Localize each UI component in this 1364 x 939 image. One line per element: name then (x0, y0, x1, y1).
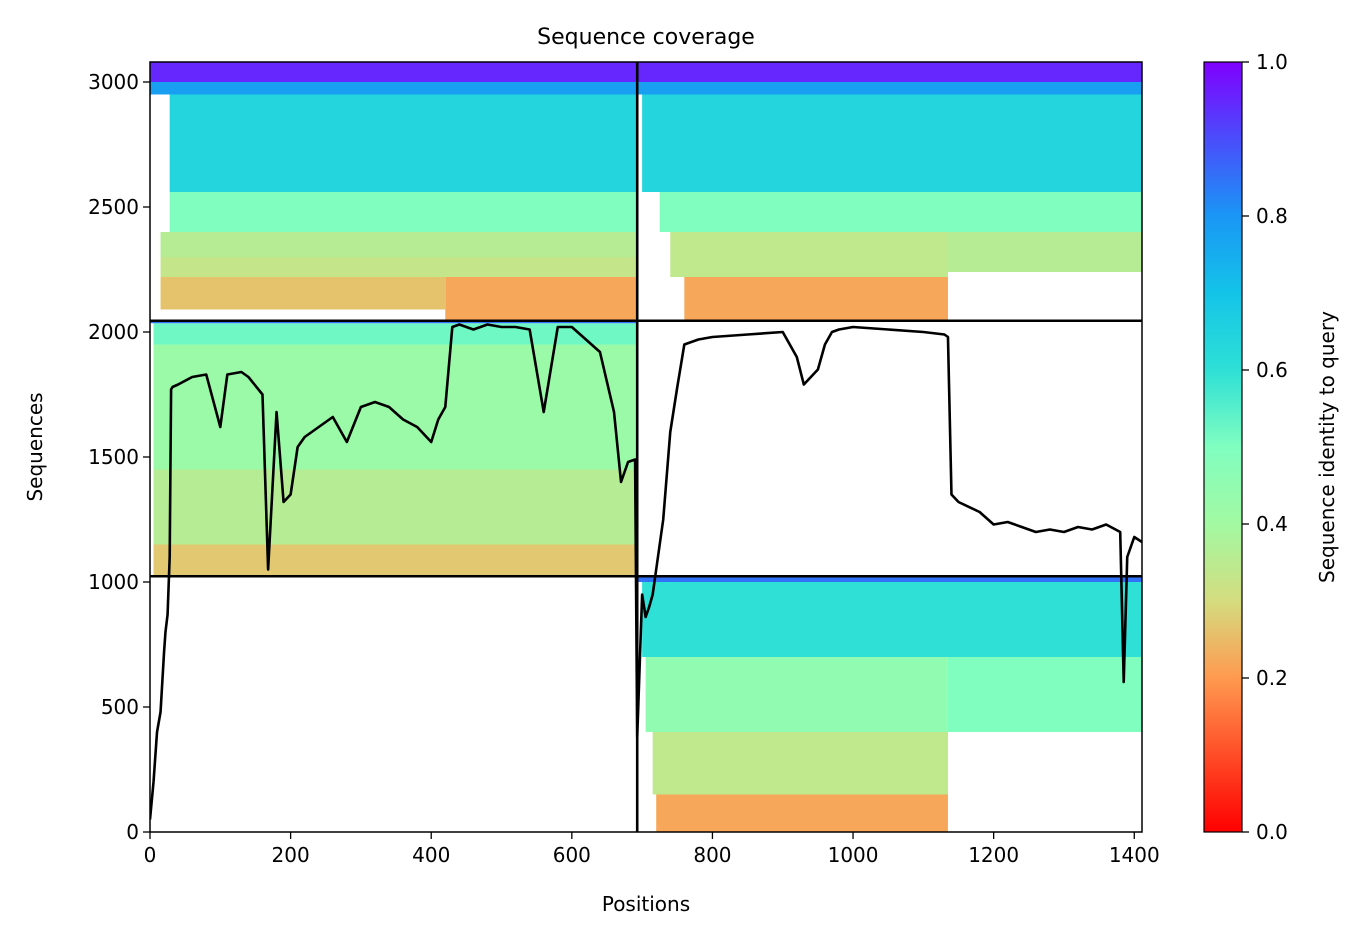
heatmap-band-upper-right (642, 94, 1142, 192)
y-axis-ticks: 0 500 1000 1500 2000 2500 3000 (88, 70, 150, 844)
x-tick-label: 1400 (1109, 843, 1160, 867)
colorbar-tick-label: 0.2 (1256, 666, 1288, 690)
colorbar-tick-label: 0.6 (1256, 358, 1288, 382)
heatmap-band-upper-left (160, 232, 638, 257)
colorbar-tick-label: 1.0 (1256, 50, 1288, 74)
heatmap-band-upper-left (169, 94, 638, 192)
y-tick-label: 500 (101, 695, 139, 719)
heatmap-band-upper-right (684, 277, 948, 321)
chart-title: Sequence coverage (537, 25, 755, 50)
x-tick-label: 600 (553, 843, 591, 867)
y-tick-label: 3000 (88, 70, 139, 94)
heatmap-band-lower-right (645, 657, 948, 732)
heatmap-band-lower-right (656, 794, 948, 832)
heatmap-band-upper-left (445, 309, 638, 321)
heatmap-band-upper-left (150, 82, 638, 95)
x-axis-ticks: 0 200 400 600 800 1000 1200 1400 (144, 832, 1160, 867)
y-tick-label: 1500 (88, 445, 139, 469)
coverage-heatmap (150, 62, 1142, 832)
colorbar-label: Sequence identity to query (1315, 311, 1339, 583)
heatmap-band-middle-left (153, 469, 638, 545)
plot-area (150, 62, 1142, 832)
y-tick-label: 2000 (88, 320, 139, 344)
heatmap-band-upper-left (150, 62, 638, 82)
x-tick-label: 200 (272, 843, 310, 867)
heatmap-band-middle-left (153, 323, 638, 345)
heatmap-band-upper-right (637, 82, 1142, 95)
x-tick-label: 1200 (968, 843, 1019, 867)
heatmap-band-upper-right (637, 62, 1142, 82)
coverage-line (150, 323, 1142, 820)
colorbar-gradient (1203, 61, 1243, 833)
y-axis-label: Sequences (23, 392, 47, 501)
heatmap-band-lower-right (642, 582, 1142, 657)
heatmap-band-middle-left (153, 344, 638, 470)
heatmap-band-lower-right (652, 732, 948, 795)
x-tick-label: 800 (693, 843, 731, 867)
heatmap-band-upper-right (659, 192, 1142, 232)
heatmap-band-lower-right (947, 657, 1142, 732)
colorbar-ticks: 0.0 0.2 0.4 0.6 0.8 1.0 (1242, 50, 1288, 844)
x-tick-label: 0 (144, 843, 157, 867)
plot-frame (149, 61, 1143, 833)
heatmap-band-upper-left (160, 277, 446, 310)
heatmap-band-lower-right (637, 576, 1142, 582)
heatmap-band-upper-right (947, 232, 1142, 272)
colorbar: 0.0 0.2 0.4 0.6 0.8 1.0 Sequence identity to … (1203, 50, 1339, 844)
x-axis-label: Positions (602, 892, 690, 916)
x-tick-label: 1000 (828, 843, 879, 867)
y-tick-label: 0 (126, 820, 139, 844)
x-tick-label: 400 (412, 843, 450, 867)
y-tick-label: 1000 (88, 570, 139, 594)
colorbar-tick-label: 0.0 (1256, 820, 1288, 844)
colorbar-tick-label: 0.4 (1256, 512, 1288, 536)
heatmap-band-upper-right (670, 232, 948, 277)
heatmap-band-upper-left (445, 277, 638, 310)
colorbar-tick-label: 0.8 (1256, 204, 1288, 228)
heatmap-band-middle-left (153, 544, 638, 577)
heatmap-band-upper-left (169, 192, 638, 232)
heatmap-band-upper-left (160, 257, 638, 277)
y-tick-label: 2500 (88, 195, 139, 219)
